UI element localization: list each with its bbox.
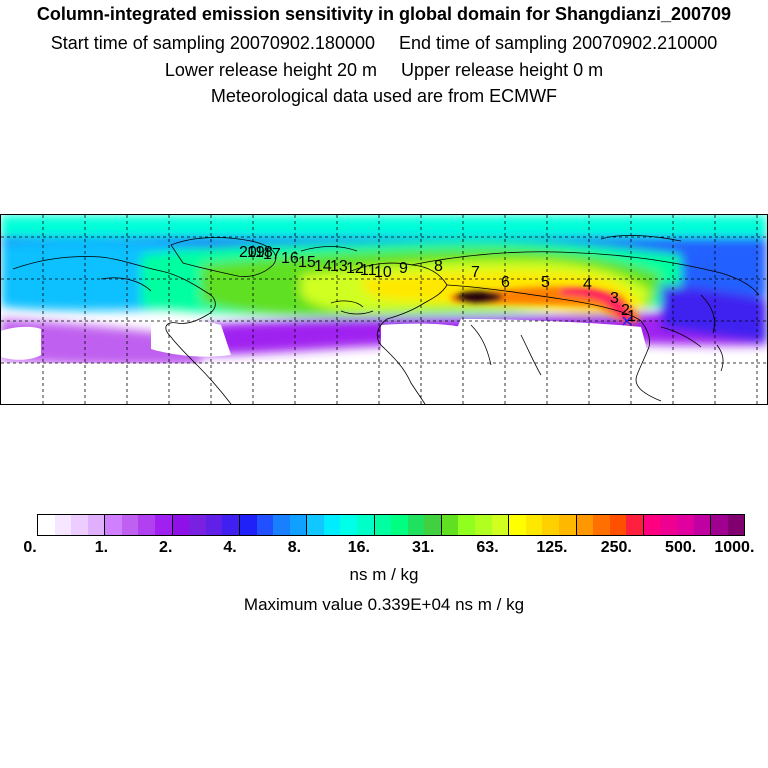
coastlines	[12, 234, 760, 404]
colorbar-segment	[238, 515, 257, 535]
colorbar-segment	[323, 515, 341, 535]
colorbar-segment	[222, 515, 239, 535]
colorbar-segment	[205, 515, 223, 535]
colorbar-segment	[575, 515, 594, 535]
colorbar-segment	[609, 515, 627, 535]
trajectory-band	[451, 286, 641, 325]
colorbar-segment	[676, 515, 694, 535]
colorbar-segment	[710, 515, 728, 535]
colorbar-segment	[407, 515, 425, 535]
colorbar-segment	[727, 515, 745, 535]
sampling-times: Start time of sampling 20070902.180000 En…	[0, 33, 768, 54]
colorbar-segment	[508, 515, 526, 535]
met-data-label: Meteorological data used are from ECMWF	[210, 86, 558, 106]
trajectory-label: 7	[471, 264, 480, 281]
colorbar-segment	[306, 515, 324, 535]
colorbar-segment	[171, 515, 190, 535]
colorbar-segment	[273, 515, 290, 535]
trajectory-label: 5	[541, 274, 550, 291]
colorbar-segment	[138, 515, 156, 535]
colorbar-segment	[693, 515, 711, 535]
colorbar	[37, 514, 745, 536]
colorbar-segment	[475, 515, 492, 535]
colorbar-segment	[525, 515, 543, 535]
colorbar-tick-label: 4.	[223, 539, 237, 556]
trajectory-label: 6	[501, 274, 510, 291]
release-heights: Lower release height 20 m Upper release h…	[0, 60, 768, 81]
colorbar-tick-label: 31.	[412, 539, 435, 556]
colorbar-segment	[458, 515, 476, 535]
trajectory-label: 1	[627, 308, 636, 325]
colorbar-segment	[256, 515, 274, 535]
release-site-marker	[622, 316, 632, 326]
colorbar-segment	[121, 515, 139, 535]
trajectory-label: 8	[434, 258, 443, 275]
colorbar-segment	[54, 515, 72, 535]
colorbar-segment	[440, 515, 459, 535]
colorbar-segment	[542, 515, 559, 535]
colorbar-segment	[189, 515, 206, 535]
trajectory-label: 10	[374, 264, 392, 281]
colorbar-tick-label: 16.	[347, 539, 370, 556]
trajectory-label: 19	[247, 244, 265, 261]
colorbar-tick-label: 125.	[536, 539, 568, 556]
colorbar-tick-label: 1.	[94, 539, 109, 556]
lower-release-label: Lower release height 20 m	[164, 60, 377, 80]
colorbar-segment	[155, 515, 172, 535]
colorbar-segment	[104, 515, 122, 535]
colorbar-segment	[373, 515, 392, 535]
colorbar-segment	[424, 515, 441, 535]
upper-release-label: Upper release height 0 m	[401, 60, 604, 80]
trajectory-label: 3	[610, 290, 619, 307]
maximum-value-label: Maximum value 0.339E+04 ns m / kg	[243, 595, 525, 614]
trajectory-label: 13	[330, 258, 348, 275]
colorbar-tick-label: 500.	[665, 539, 697, 556]
colorbar-segment	[356, 515, 374, 535]
trajectory-label: 17	[263, 246, 281, 263]
colorbar-ticks: 0. 1. 2. 4. 8. 16. 31. 63. 125. 250. 500. 1000.	[0, 539, 768, 561]
colorbar-tick-label: 2.	[159, 539, 173, 556]
trajectory-label: 9	[399, 260, 408, 277]
trajectory-label: 15	[298, 254, 316, 271]
colorbar-segment	[558, 515, 576, 535]
colorbar-segment	[340, 515, 357, 535]
graticule	[1, 215, 767, 404]
start-time-label: Start time of sampling 20070902.180000	[50, 33, 375, 53]
white-areas	[1, 319, 767, 404]
colorbar-segment	[642, 515, 661, 535]
colorbar-segment	[391, 515, 408, 535]
end-time-label: End time of sampling 20070902.210000	[399, 33, 718, 53]
colorbar-segment	[626, 515, 643, 535]
colorbar-units: ns m / kg	[349, 565, 419, 584]
sensitivity-map: 20 19 18 17 16 15 14 13 12 11 10 9 8 7 6 5 4 3 2 1	[0, 214, 768, 405]
colorbar-tick-label: 8.	[287, 539, 302, 556]
colorbar-tick-label: 1000.	[714, 539, 755, 556]
trajectory-label: 11	[360, 262, 377, 279]
colorbar-segment	[491, 515, 509, 535]
colorbar-segment	[289, 515, 307, 535]
trajectory-label: 20	[239, 244, 257, 261]
colorbar-segment	[87, 515, 105, 535]
colorbar-segment	[593, 515, 610, 535]
trajectory-label: 2	[621, 302, 630, 319]
trajectory-label: 4	[583, 276, 592, 293]
colorbar-tick-label: 250.	[600, 539, 632, 556]
trajectory-label: 18	[255, 244, 273, 261]
colorbar-segment	[38, 515, 55, 535]
colorbar-tick-label: 63.	[476, 539, 499, 556]
trajectory-label: 16	[281, 250, 299, 267]
colorbar-segment	[71, 515, 88, 535]
trajectory-label: 14	[314, 258, 332, 275]
colorbar-tick-label: 0.	[23, 539, 37, 556]
map-title: Column-integrated emission sensitivity i…	[36, 4, 732, 24]
colorbar-segment	[660, 515, 677, 535]
trajectory-label: 12	[346, 260, 364, 277]
